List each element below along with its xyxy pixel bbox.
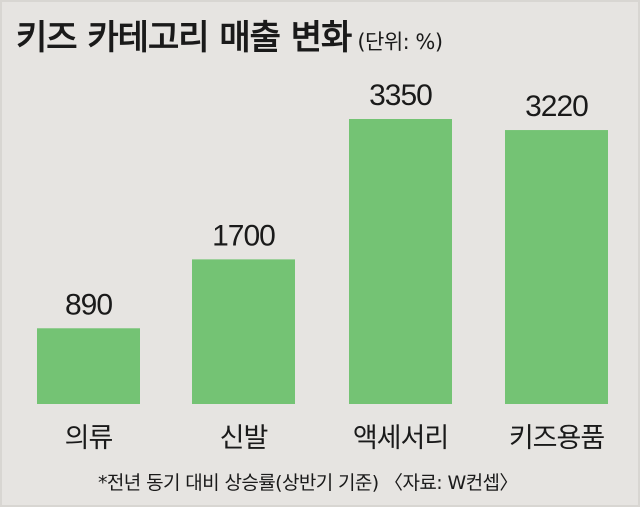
bar-1: [37, 328, 140, 404]
chart-title: 키즈 카테고리 매출 변화: [16, 18, 352, 58]
data-label-1: 890: [65, 288, 112, 321]
source-footnote: *전년 동기 대비 상승률(상반기 기준) 〈자료: W컨셉〉: [98, 472, 518, 494]
category-label-4: 키즈용품: [509, 423, 605, 454]
data-label-4: 3220: [525, 90, 588, 123]
category-label-1: 의류: [65, 423, 113, 454]
bar-3: [349, 119, 452, 404]
data-label-3: 3350: [369, 79, 432, 112]
bar-4: [505, 130, 608, 405]
unit-label: (단위: %): [357, 30, 443, 54]
category-label-2: 신발: [220, 423, 268, 454]
category-label-3: 액세서리: [353, 423, 448, 454]
data-label-2: 1700: [212, 219, 275, 252]
bar-2: [192, 259, 295, 404]
title-row: 키즈 카테고리 매출 변화 (단위: %): [16, 10, 443, 59]
